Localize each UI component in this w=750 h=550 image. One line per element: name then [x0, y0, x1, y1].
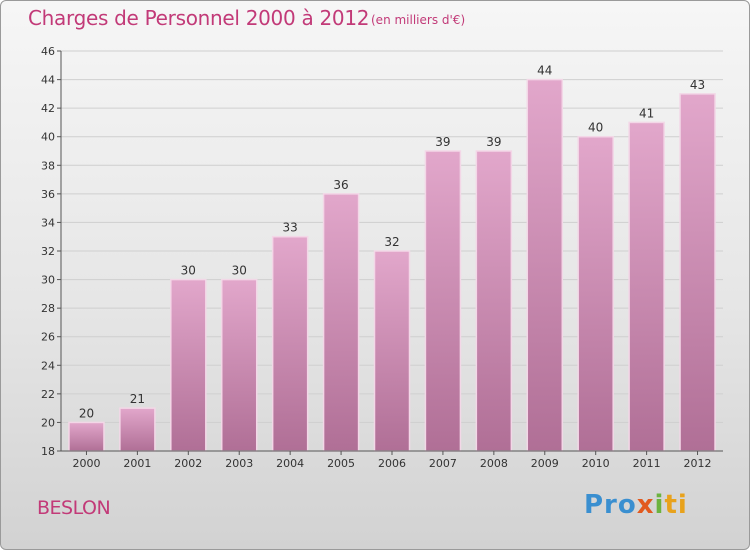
x-tick-label-2011: 2011: [633, 457, 661, 470]
bar-2009: [526, 78, 564, 452]
commune-name: BESLON: [37, 497, 111, 519]
x-tick-label-2002: 2002: [174, 457, 202, 470]
data-label-2003: 30: [232, 264, 247, 278]
data-label-2010: 40: [588, 121, 603, 135]
data-label-2004: 33: [283, 221, 298, 235]
labels: 18 20 22 24 26 28 30 32 34 36 38 40 42 44 46 20 2000 21 20…: [41, 45, 712, 470]
y-tick-label-32: 32: [41, 245, 55, 258]
x-tick-label-2000: 2000: [72, 457, 100, 470]
bar-2012: [679, 93, 716, 452]
bar-2007: [424, 150, 462, 452]
x-tick-label-2009: 2009: [531, 457, 559, 470]
y-tick-label-42: 42: [41, 102, 55, 115]
data-label-2012: 43: [690, 78, 705, 92]
x-tick-label-2007: 2007: [429, 457, 457, 470]
data-label-2001: 21: [130, 392, 145, 406]
x-tick-label-2012: 2012: [684, 457, 712, 470]
x-tick-label-2003: 2003: [225, 457, 253, 470]
x-tick-label-2005: 2005: [327, 457, 355, 470]
bar-2002: [170, 278, 207, 452]
data-label-2007: 39: [435, 135, 450, 149]
y-tick-label-36: 36: [41, 188, 55, 201]
y-tick-label-44: 44: [41, 74, 55, 87]
y-tick-label-34: 34: [41, 216, 55, 229]
bar-2010: [577, 135, 614, 452]
y-tick-label-18: 18: [41, 445, 55, 458]
proxiti-logo[interactable]: Proxiti: [584, 490, 688, 520]
y-tick-label-26: 26: [41, 331, 55, 344]
x-tick-label-2008: 2008: [480, 457, 508, 470]
data-label-2011: 41: [639, 106, 654, 120]
y-tick-label-22: 22: [41, 388, 55, 401]
y-tick-label-40: 40: [41, 131, 55, 144]
y-tick-label-46: 46: [41, 45, 55, 58]
data-label-2009: 44: [537, 64, 552, 78]
bar-2005: [322, 193, 360, 452]
x-tick-label-2006: 2006: [378, 457, 406, 470]
x-tick-label-2010: 2010: [582, 457, 610, 470]
y-tick-label-28: 28: [41, 302, 55, 315]
y-tick-label-38: 38: [41, 159, 55, 172]
bar-2004: [271, 235, 309, 452]
bar-2000: [68, 421, 105, 452]
bar-2001: [119, 407, 156, 452]
data-label-2005: 36: [333, 178, 348, 192]
data-label-2002: 30: [181, 264, 196, 278]
y-tick-label-30: 30: [41, 274, 55, 287]
bar-2003: [220, 278, 258, 452]
x-tick-label-2004: 2004: [276, 457, 304, 470]
bar-2006: [373, 250, 411, 452]
logo-part-3: i: [654, 490, 665, 520]
bars: [68, 78, 716, 452]
y-tick-label-20: 20: [41, 416, 55, 429]
data-label-2000: 20: [79, 406, 94, 420]
bar-2008: [475, 150, 513, 452]
chart-title: Charges de Personnel 2000 à 2012: [28, 6, 370, 30]
data-label-2006: 32: [384, 235, 399, 249]
logo-part-4: ti: [664, 490, 688, 520]
axes: [57, 50, 723, 455]
chart-subtitle: (en milliers d'€): [371, 13, 466, 27]
logo-part-2: x: [636, 490, 655, 520]
y-tick-label-24: 24: [41, 359, 55, 372]
x-tick-label-2001: 2001: [123, 457, 151, 470]
bar-2011: [628, 121, 665, 452]
logo-part-1: Pro: [584, 490, 637, 520]
data-label-2008: 39: [486, 135, 501, 149]
